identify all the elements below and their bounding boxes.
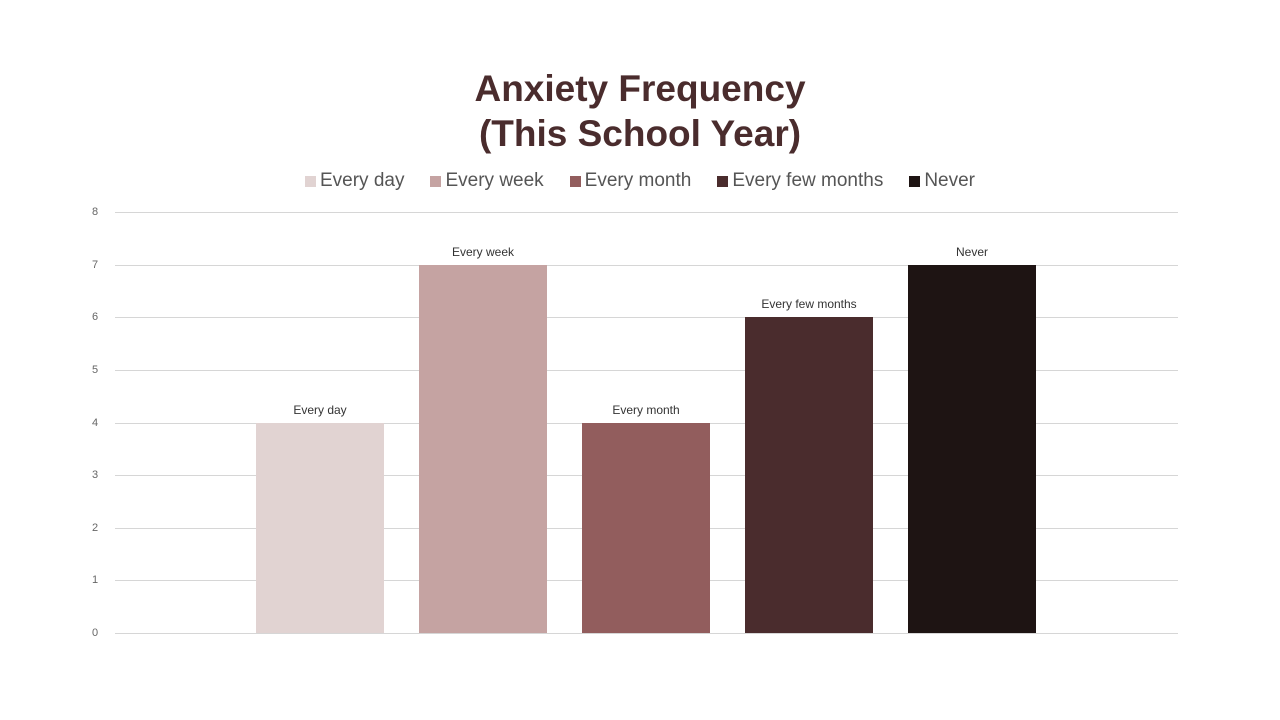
- bar-never[interactable]: [908, 264, 1036, 633]
- bar-every-day[interactable]: [256, 422, 384, 633]
- legend-item-never[interactable]: Never: [909, 170, 975, 192]
- gridline: [115, 317, 1178, 319]
- legend-label: Every month: [584, 170, 692, 191]
- legend-swatch: [430, 175, 442, 187]
- bar-data-label: Never: [955, 244, 988, 259]
- legend-label: Every day: [319, 170, 405, 191]
- gridline: [115, 633, 1178, 634]
- y-axis-tick-label: 4: [91, 416, 99, 429]
- plot-area: 0 1 2 3 4 5 6 7 8 Every day Every week Every month E…: [92, 206, 1178, 639]
- y-axis-tick-label: 0: [91, 627, 99, 639]
- gridline: [115, 212, 1178, 213]
- gridline: [115, 369, 1178, 371]
- legend-label: Never: [924, 170, 976, 191]
- bar-every-week[interactable]: [419, 264, 547, 633]
- bar-data-label: Every month: [612, 402, 680, 417]
- legend-item-every-month[interactable]: Every month: [569, 170, 692, 192]
- legend-label: Every few months: [732, 170, 884, 191]
- y-axis-tick-label: 6: [91, 311, 99, 324]
- legend-item-every-few-months[interactable]: Every few months: [717, 170, 883, 192]
- legend-swatch: [909, 175, 921, 187]
- y-axis-tick-label: 2: [91, 521, 99, 534]
- y-axis-tick-label: 1: [91, 574, 99, 587]
- legend-swatch: [717, 175, 729, 187]
- bar-data-label: Every day: [293, 402, 347, 417]
- bar-every-month[interactable]: [582, 422, 710, 633]
- y-axis-tick-label: 8: [91, 206, 99, 218]
- legend-item-every-day[interactable]: Every day: [304, 170, 405, 192]
- y-axis-tick-label: 5: [91, 363, 99, 376]
- y-axis-tick-label: 7: [91, 258, 99, 271]
- legend-swatch: [304, 175, 316, 187]
- legend-item-every-week[interactable]: Every week: [430, 170, 544, 192]
- legend-label: Every week: [445, 170, 544, 191]
- gridline: [115, 264, 1178, 266]
- chart-title: Anxiety Frequency (This School Year): [0, 66, 1280, 156]
- legend: Every day Every week Every month Every f…: [0, 170, 1280, 192]
- bar-data-label: Every few months: [761, 297, 857, 312]
- y-axis-tick-label: 3: [91, 469, 99, 482]
- chart-title-line-2: (This School Year): [478, 113, 802, 154]
- bar-every-few-months[interactable]: [745, 317, 873, 633]
- bar-data-label: Every week: [451, 244, 515, 259]
- legend-swatch: [569, 175, 581, 187]
- chart-title-line-1: Anxiety Frequency: [474, 68, 806, 109]
